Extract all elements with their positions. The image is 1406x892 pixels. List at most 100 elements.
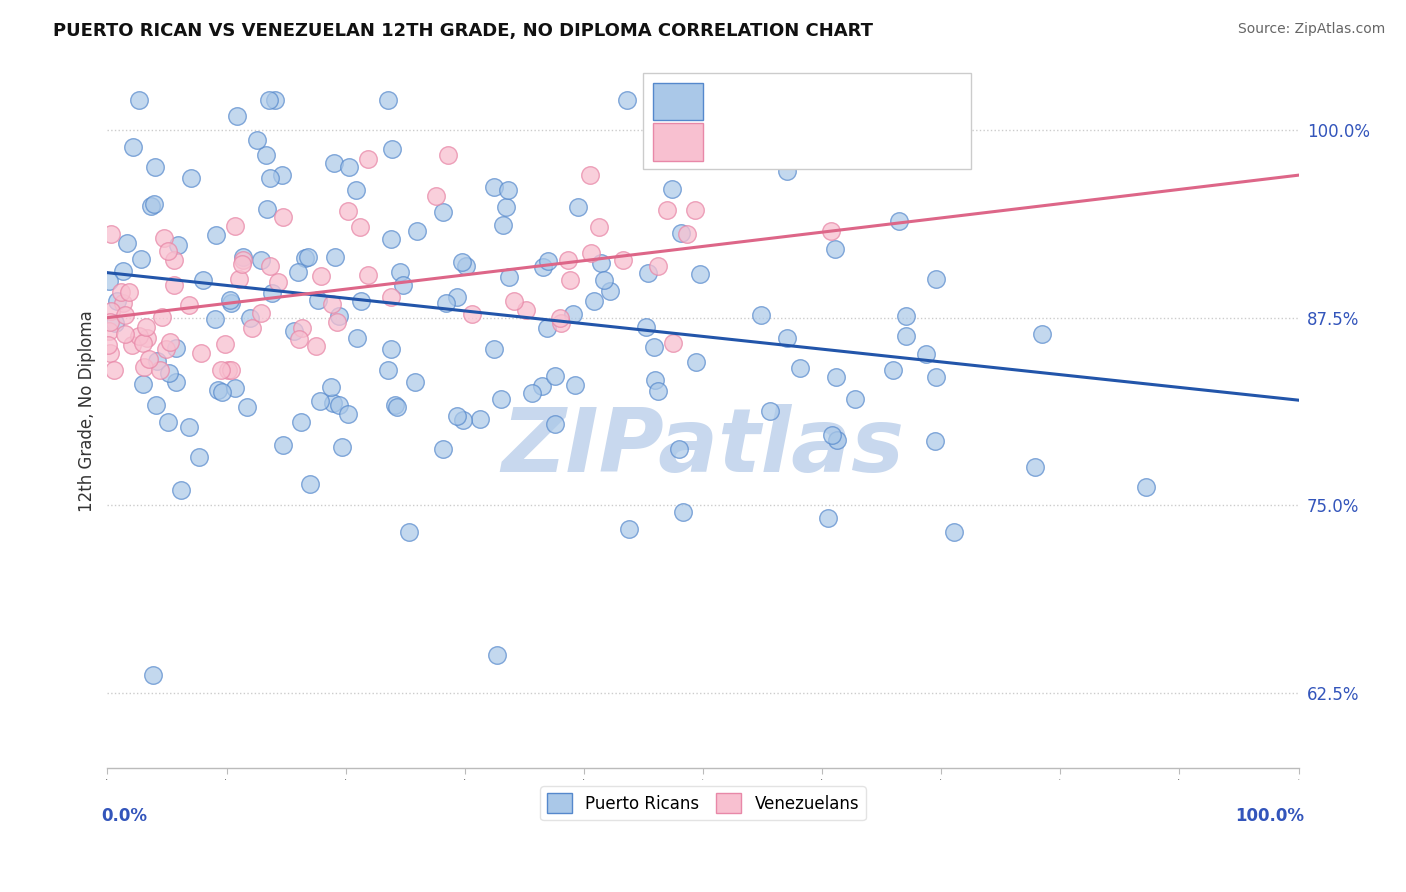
Point [121,338,143,352]
Point [550,310,572,325]
Point [214,337,236,351]
Point [531,260,554,274]
Point [425,189,447,203]
Point [657,203,679,218]
Point [259,259,281,273]
Point [110,285,132,299]
Text: ZIPatlas: ZIPatlas [502,403,904,491]
Point [515,302,537,317]
Point [139,199,162,213]
Point [163,252,186,267]
Point [257,93,280,107]
Point [337,160,360,174]
Point [915,347,938,361]
Point [482,179,505,194]
Point [228,272,250,286]
Point [437,148,460,162]
Point [256,202,278,216]
Point [112,264,135,278]
Point [159,334,181,349]
Point [544,369,567,384]
Point [118,285,141,299]
Text: 0.0%: 0.0% [101,807,148,825]
Point [894,329,917,343]
Point [219,293,242,307]
Point [637,266,659,280]
Point [450,255,472,269]
Point [207,383,229,397]
Point [309,394,332,409]
Point [925,271,948,285]
Point [135,319,157,334]
Point [150,310,173,324]
Point [103,363,125,377]
Point [330,440,353,454]
Point [114,308,136,322]
Point [503,293,526,308]
Point [704,97,727,112]
FancyBboxPatch shape [652,83,703,120]
Point [323,250,346,264]
Point [190,346,212,360]
Point [482,342,505,356]
Point [191,273,214,287]
Point [250,306,273,320]
Point [146,354,169,368]
Point [817,511,839,525]
Point [357,152,380,166]
Point [132,376,155,391]
Point [550,316,572,330]
Point [328,398,350,412]
Point [209,363,232,377]
Point [377,363,399,377]
Point [676,227,699,242]
Point [149,363,172,377]
Point [217,363,239,377]
Point [668,442,690,457]
Point [121,140,143,154]
Point [283,324,305,338]
Point [924,370,946,384]
Text: 0.432: 0.432 [754,133,813,151]
Point [260,286,283,301]
Point [240,320,263,334]
Point [647,259,669,273]
Point [142,197,165,211]
Point [380,232,402,246]
Y-axis label: 12th Grade, No Diploma: 12th Grade, No Diploma [79,310,96,512]
Point [321,297,343,311]
Point [520,386,543,401]
Point [593,272,616,286]
Text: 148: 148 [890,92,925,110]
Point [322,156,344,170]
Point [349,219,371,234]
Point [492,218,515,232]
Point [643,340,665,354]
Point [588,219,610,234]
Text: 72: 72 [890,133,920,151]
Point [561,307,583,321]
Point [558,273,581,287]
Point [336,407,359,421]
Point [287,265,309,279]
Point [564,377,586,392]
Point [672,505,695,519]
Point [143,161,166,175]
Point [307,293,329,307]
Point [153,231,176,245]
Point [432,205,454,219]
Point [115,236,138,251]
FancyBboxPatch shape [644,73,972,169]
Point [446,289,468,303]
Text: R =: R = [709,133,745,151]
Point [232,251,254,265]
Point [398,524,420,539]
Point [486,648,509,662]
Point [188,450,211,464]
Point [612,252,634,267]
Point [226,109,249,123]
Point [356,268,378,282]
Point [579,246,602,260]
Point [647,384,669,398]
Point [100,304,122,318]
